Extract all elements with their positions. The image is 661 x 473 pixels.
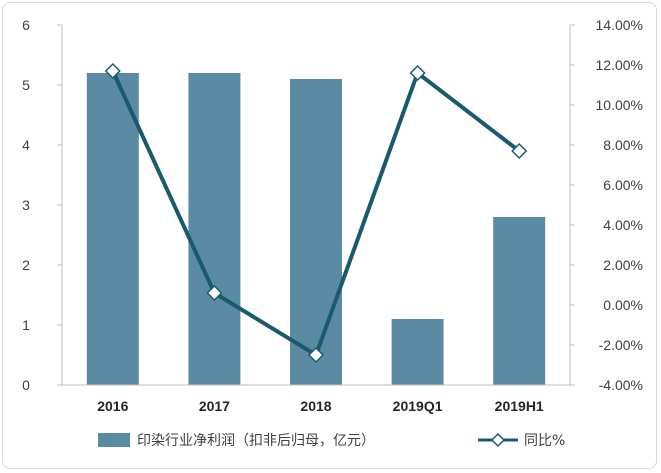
right-tick-label: -2.00% xyxy=(599,337,643,353)
right-tick-label: 6.00% xyxy=(603,177,643,193)
bar-series xyxy=(86,73,546,385)
legend: 印染行业净利润（扣非后归母，亿元） 同比% xyxy=(98,432,565,449)
line-point-marker xyxy=(104,62,121,80)
left-y-axis: 0 1 2 3 4 5 6 xyxy=(22,17,63,393)
line-point-marker xyxy=(307,346,325,364)
left-tick-label: 5 xyxy=(22,77,30,93)
legend-bar-swatch xyxy=(98,433,130,447)
right-tick-label: -4.00% xyxy=(599,377,643,393)
right-tick-label: 14.00% xyxy=(596,17,643,33)
x-tick-label: 2019H1 xyxy=(495,398,544,414)
left-tick-label: 4 xyxy=(22,137,30,153)
right-tick-label: 0.00% xyxy=(603,297,643,313)
left-tick-label: 2 xyxy=(22,257,30,273)
x-tick-label: 2017 xyxy=(199,398,230,414)
right-tick-label: 4.00% xyxy=(603,217,643,233)
bar xyxy=(493,217,546,385)
right-tick-label: 12.00% xyxy=(596,57,643,73)
bar xyxy=(290,79,342,385)
bar xyxy=(86,73,139,385)
legend-bar-label: 印染行业净利润（扣非后归母，亿元） xyxy=(137,432,375,449)
bar xyxy=(391,319,444,385)
line-series xyxy=(104,62,528,364)
right-tick-label: 10.00% xyxy=(596,97,643,113)
right-y-axis: -4.00% -2.00% 0.00% 2.00% 4.00% 6.00% 8.00% 10.… xyxy=(569,17,643,393)
right-tick-label: 8.00% xyxy=(603,137,643,153)
x-tick-label: 2016 xyxy=(97,398,128,414)
left-tick-label: 6 xyxy=(22,17,30,33)
left-tick-label: 0 xyxy=(22,377,30,393)
x-axis: 2016 2017 2018 2019Q1 2019H1 xyxy=(62,384,570,414)
legend-line-label: 同比% xyxy=(524,433,565,449)
line-point-marker xyxy=(511,142,528,160)
left-tick-label: 3 xyxy=(22,197,30,213)
x-tick-label: 2019Q1 xyxy=(393,398,443,414)
x-tick-label: 2018 xyxy=(300,398,331,414)
bar xyxy=(188,73,241,385)
legend-line-marker xyxy=(490,432,506,448)
line-point-marker xyxy=(206,284,223,302)
right-tick-label: 2.00% xyxy=(603,257,643,273)
line-point-marker xyxy=(409,64,426,82)
left-tick-label: 1 xyxy=(22,317,30,333)
